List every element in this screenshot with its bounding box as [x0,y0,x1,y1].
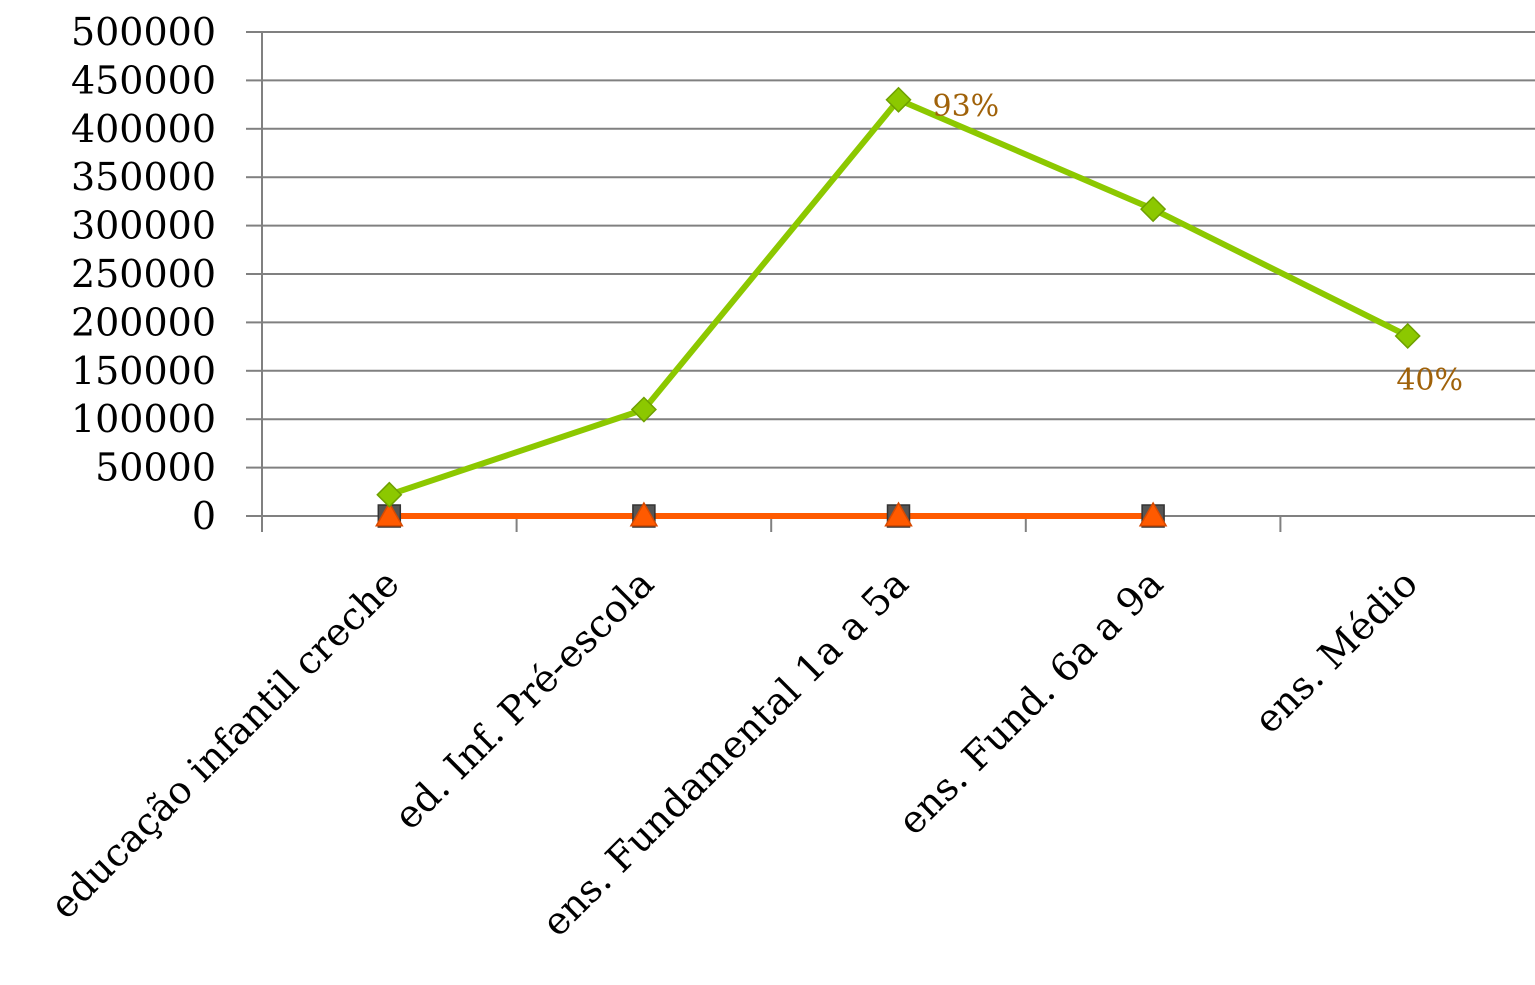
data-point-triangle [375,501,404,527]
data-point-diamond [885,86,912,113]
x-tick-label: ed. Inf. Pré-escola [386,561,663,838]
data-label: 93% [933,89,1000,124]
series [375,86,1421,528]
data-point-diamond [376,481,403,508]
data-point-diamond [1140,196,1167,223]
y-tick-label: 400000 [71,107,216,151]
y-tick-label: 200000 [71,300,216,344]
grid-lines [262,31,1535,469]
x-tick-label: ens. Médio [1245,561,1426,742]
data-label: 40% [1396,363,1463,398]
series-line [388,96,1410,498]
y-tick-label: 150000 [71,349,216,393]
y-tick-label: 250000 [71,252,216,296]
data-point-triangle [629,501,659,527]
data-point-triangle [1138,501,1168,527]
y-tick-label: 450000 [71,58,216,102]
axes [246,31,1535,532]
y-tick-label: 300000 [71,204,216,248]
x-tick-label: educação infantil creche [42,561,408,927]
y-tick-label: 500000 [71,10,216,54]
y-tick-label: 350000 [71,155,216,199]
y-tick-label: 0 [192,494,216,538]
data-point-triangle [884,501,913,527]
data-point-diamond [630,396,657,423]
data-point-diamond [1394,322,1421,350]
data-labels: 93% 40% [933,89,1464,398]
y-tick-label: 100000 [71,397,216,441]
x-tick-label: ens. Fund. 6a a 9a [889,561,1171,843]
y-tick-label: 50000 [95,446,216,490]
